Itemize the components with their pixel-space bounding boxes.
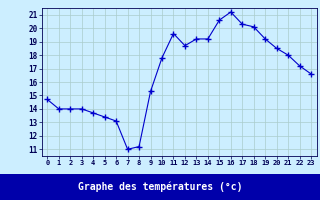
Text: Graphe des températures (°c): Graphe des températures (°c) (78, 182, 242, 192)
